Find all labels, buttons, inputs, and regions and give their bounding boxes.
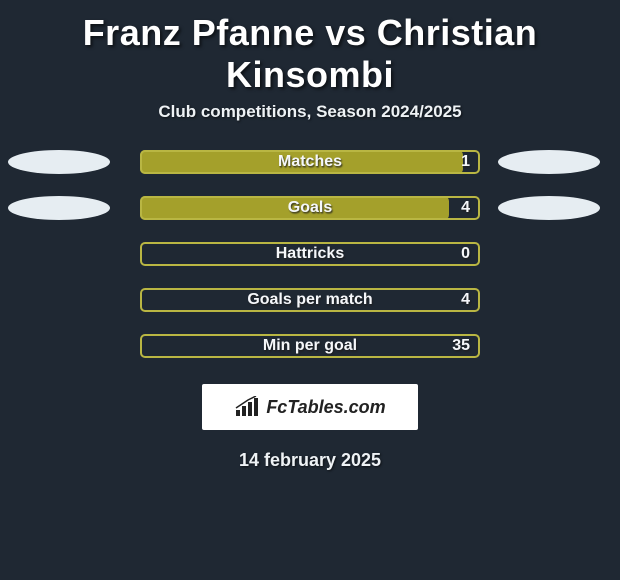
stat-bar-border — [140, 242, 480, 266]
stat-bar: Matches1 — [140, 150, 480, 174]
snapshot-date: 14 february 2025 — [0, 450, 620, 471]
brand-logo-text: FcTables.com — [266, 397, 385, 418]
stats-list: Matches1Goals4Hattricks0Goals per match4… — [0, 150, 620, 358]
brand-logo[interactable]: FcTables.com — [202, 384, 418, 430]
stat-row: Hattricks0 — [0, 242, 620, 266]
stat-label: Goals per match — [140, 288, 480, 312]
stat-bar-fill — [140, 196, 449, 220]
stat-value: 35 — [452, 334, 470, 358]
stat-bar-border — [140, 288, 480, 312]
bar-chart-icon — [234, 396, 260, 418]
player-marker-right — [498, 150, 600, 174]
stat-row: Min per goal35 — [0, 334, 620, 358]
stat-bar-border — [140, 334, 480, 358]
stat-bar: Goals4 — [140, 196, 480, 220]
stat-bar: Hattricks0 — [140, 242, 480, 266]
page-subtitle: Club competitions, Season 2024/2025 — [0, 102, 620, 122]
stat-row: Goals per match4 — [0, 288, 620, 312]
stat-row: Goals4 — [0, 196, 620, 220]
comparison-card: Franz Pfanne vs Christian Kinsombi Club … — [0, 0, 620, 471]
stat-bar-fill — [140, 150, 463, 174]
stat-row: Matches1 — [0, 150, 620, 174]
player-marker-right — [498, 196, 600, 220]
stat-label: Min per goal — [140, 334, 480, 358]
page-title: Franz Pfanne vs Christian Kinsombi — [0, 12, 620, 96]
stat-value: 4 — [461, 196, 470, 220]
stat-bar: Goals per match4 — [140, 288, 480, 312]
stat-value: 0 — [461, 242, 470, 266]
stat-bar: Min per goal35 — [140, 334, 480, 358]
stat-label: Hattricks — [140, 242, 480, 266]
stat-value: 4 — [461, 288, 470, 312]
player-marker-left — [8, 196, 110, 220]
player-marker-left — [8, 150, 110, 174]
